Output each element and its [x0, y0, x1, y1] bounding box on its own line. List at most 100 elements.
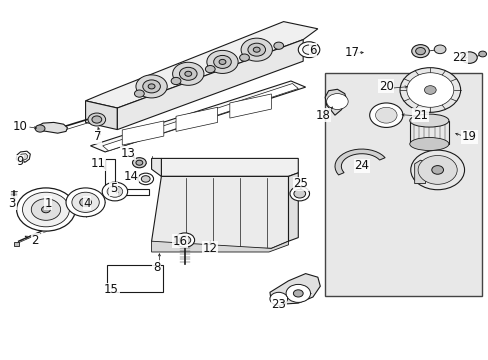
- Circle shape: [35, 125, 45, 132]
- Text: 16: 16: [172, 235, 187, 248]
- Text: 14: 14: [123, 170, 138, 183]
- Circle shape: [142, 80, 160, 93]
- Text: 1: 1: [44, 197, 52, 210]
- Circle shape: [326, 94, 347, 109]
- Circle shape: [289, 186, 309, 201]
- Circle shape: [66, 188, 105, 217]
- Text: 17: 17: [344, 46, 359, 59]
- Text: 2: 2: [31, 234, 39, 247]
- Circle shape: [399, 68, 460, 112]
- Polygon shape: [288, 173, 298, 241]
- Text: 25: 25: [293, 177, 307, 190]
- Text: 19: 19: [461, 130, 476, 143]
- Text: 4: 4: [83, 197, 91, 210]
- Circle shape: [247, 43, 265, 56]
- Polygon shape: [14, 242, 19, 246]
- Polygon shape: [176, 107, 217, 131]
- Circle shape: [132, 158, 146, 168]
- Polygon shape: [414, 160, 425, 184]
- Circle shape: [138, 173, 153, 185]
- Bar: [106, 265, 163, 292]
- Text: 15: 15: [104, 283, 119, 296]
- Circle shape: [172, 62, 203, 85]
- Polygon shape: [325, 89, 346, 115]
- Circle shape: [431, 166, 443, 174]
- Circle shape: [136, 160, 142, 165]
- Polygon shape: [85, 101, 117, 130]
- Text: 12: 12: [203, 242, 217, 255]
- Circle shape: [285, 284, 310, 302]
- Text: 20: 20: [378, 80, 393, 93]
- Circle shape: [148, 84, 155, 89]
- Circle shape: [424, 86, 435, 94]
- Circle shape: [298, 42, 319, 58]
- Circle shape: [253, 47, 260, 52]
- Text: 18: 18: [315, 109, 329, 122]
- Text: 21: 21: [412, 109, 427, 122]
- Polygon shape: [90, 81, 305, 152]
- Text: 5: 5: [109, 183, 117, 195]
- Circle shape: [17, 188, 75, 231]
- Polygon shape: [16, 151, 30, 162]
- Circle shape: [433, 45, 445, 54]
- Text: 11: 11: [90, 157, 105, 170]
- Text: 24: 24: [354, 159, 368, 172]
- Text: 23: 23: [271, 298, 285, 311]
- Text: 10: 10: [13, 120, 28, 132]
- Text: 22: 22: [451, 51, 466, 64]
- Text: 7: 7: [94, 130, 102, 143]
- Text: 9: 9: [16, 156, 23, 168]
- Polygon shape: [151, 176, 288, 248]
- Circle shape: [213, 55, 231, 68]
- Text: 6: 6: [308, 44, 316, 57]
- Polygon shape: [102, 84, 298, 151]
- Polygon shape: [161, 158, 298, 176]
- Circle shape: [184, 71, 191, 76]
- Circle shape: [88, 113, 105, 126]
- Text: 3: 3: [8, 197, 16, 210]
- Circle shape: [134, 90, 144, 97]
- Circle shape: [80, 198, 91, 207]
- Circle shape: [219, 59, 225, 64]
- Circle shape: [22, 192, 69, 227]
- Circle shape: [136, 75, 167, 98]
- Polygon shape: [105, 159, 149, 195]
- Circle shape: [375, 107, 396, 123]
- Circle shape: [92, 116, 102, 123]
- Circle shape: [293, 290, 303, 297]
- Circle shape: [239, 54, 249, 61]
- Circle shape: [102, 182, 127, 201]
- Circle shape: [411, 45, 428, 58]
- Circle shape: [206, 50, 238, 73]
- Polygon shape: [37, 122, 67, 133]
- Circle shape: [205, 66, 215, 73]
- Circle shape: [141, 176, 150, 182]
- Text: 13: 13: [121, 147, 135, 159]
- Polygon shape: [117, 40, 303, 130]
- Polygon shape: [151, 158, 161, 176]
- Ellipse shape: [409, 138, 448, 150]
- Circle shape: [410, 150, 464, 190]
- Circle shape: [72, 192, 99, 212]
- Circle shape: [417, 156, 456, 184]
- Polygon shape: [334, 149, 385, 175]
- Circle shape: [171, 77, 181, 85]
- Circle shape: [41, 206, 50, 213]
- Circle shape: [461, 52, 476, 63]
- Circle shape: [369, 103, 402, 127]
- Circle shape: [175, 233, 194, 247]
- Circle shape: [302, 45, 315, 54]
- Polygon shape: [229, 94, 271, 118]
- Circle shape: [273, 42, 283, 49]
- Bar: [325, 73, 481, 296]
- Circle shape: [415, 48, 425, 55]
- Polygon shape: [122, 121, 163, 145]
- Circle shape: [406, 73, 453, 107]
- Circle shape: [269, 292, 287, 305]
- Polygon shape: [151, 241, 288, 252]
- Circle shape: [293, 189, 305, 198]
- Circle shape: [179, 67, 197, 80]
- Circle shape: [179, 236, 190, 244]
- Text: 8: 8: [152, 261, 160, 274]
- Circle shape: [478, 51, 486, 57]
